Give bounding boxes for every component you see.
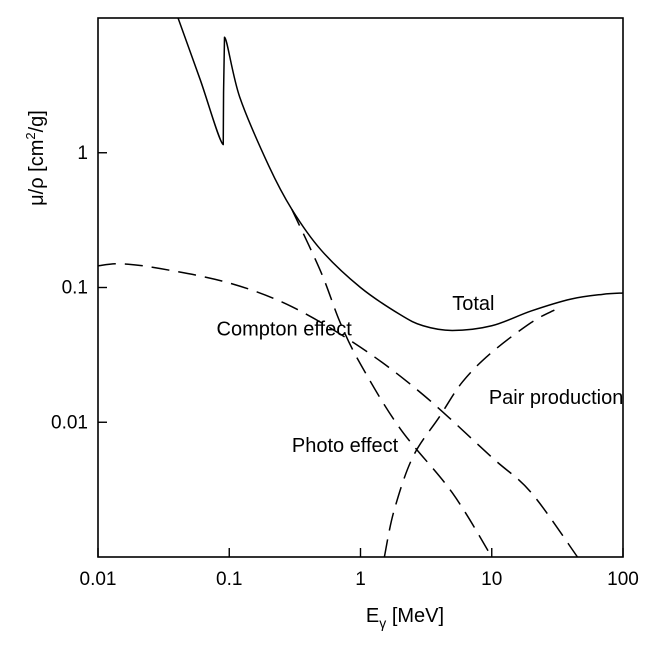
label-pair-production: Pair production	[489, 387, 624, 409]
x-axis-label-sub: γ	[379, 615, 386, 631]
series-group	[98, 18, 623, 557]
y-tick-label: 0.1	[62, 278, 88, 299]
x-axis-label-main: E	[366, 605, 379, 627]
y-axis-label-post: /g]	[26, 110, 48, 132]
series-pair-production-line	[383, 309, 555, 557]
x-axis-label: Eγ [MeV]	[366, 605, 444, 631]
x-axis-ticks: 0.01 0.1 1 10 100	[80, 548, 639, 590]
label-photo-effect: Photo effect	[292, 435, 399, 457]
label-total: Total	[452, 293, 494, 315]
x-tick-label: 100	[607, 569, 639, 590]
y-tick-label: 0.01	[51, 412, 88, 433]
x-tick-label: 0.01	[80, 569, 117, 590]
label-compton-effect: Compton effect	[217, 319, 353, 341]
y-axis-ticks: 0.01 0.1 1	[51, 143, 107, 433]
series-compton-effect-line	[98, 262, 579, 557]
series-total-line	[177, 18, 623, 332]
plot-area	[98, 18, 623, 557]
x-tick-label: 1	[355, 569, 366, 590]
x-axis-label-unit: [MeV]	[386, 605, 444, 627]
y-axis-label-pre: μ/ρ [cm	[26, 140, 48, 206]
x-tick-label: 0.1	[216, 569, 242, 590]
curve-annotations: Total Compton effect Photo effect Pair prod…	[217, 293, 624, 457]
y-axis-label: μ/ρ [cm2/g]	[23, 110, 48, 206]
series-photo-effect-line	[291, 209, 493, 557]
y-axis-label-sup: 2	[23, 132, 38, 139]
y-tick-label: 1	[77, 143, 88, 164]
x-tick-label: 10	[481, 569, 502, 590]
